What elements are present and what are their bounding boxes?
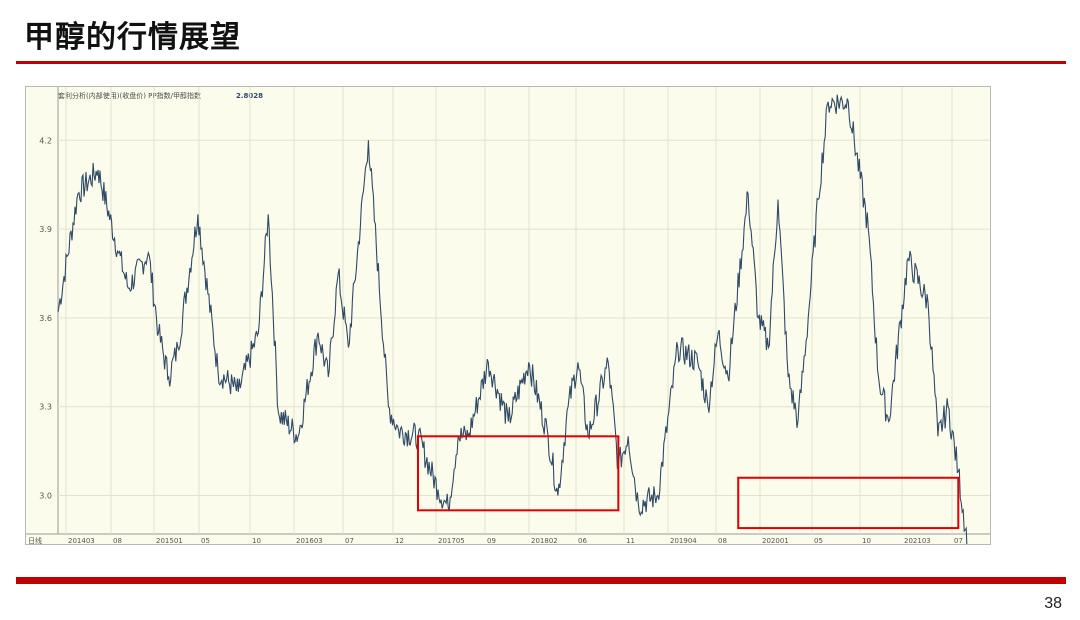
- y-tick-label: 3.9: [39, 225, 52, 234]
- ratio-series-line: [57, 94, 968, 544]
- x-tick-label: 201603: [296, 537, 323, 544]
- x-tick-label: 09: [487, 537, 496, 544]
- series-layer: [57, 94, 968, 544]
- x-tick-label: 05: [201, 537, 210, 544]
- x-tick-label: 08: [718, 537, 727, 544]
- x-tick-label: 201403: [68, 537, 95, 544]
- grid-lines: [58, 87, 990, 534]
- chart-frame: 套利分析(内部使用)(收盘价) PP指数/甲醇指数 2.8028 4.23.93…: [25, 86, 991, 545]
- x-tick-label: 201904: [670, 537, 697, 544]
- x-tick-label: 202103: [904, 537, 931, 544]
- x-tick-label: 12: [395, 537, 404, 544]
- x-tick-label: 201802: [531, 537, 558, 544]
- x-tick-label: 202001: [762, 537, 789, 544]
- x-tick-label: 08: [113, 537, 122, 544]
- y-tick-label: 3.0: [39, 492, 52, 501]
- footer-divider: [16, 577, 1066, 584]
- chart-title: 套利分析(内部使用)(收盘价) PP指数/甲醇指数: [58, 91, 201, 100]
- ratio-line-chart: 套利分析(内部使用)(收盘价) PP指数/甲醇指数 2.8028 4.23.93…: [26, 87, 990, 544]
- y-tick-label: 4.2: [39, 136, 52, 145]
- x-tick-label: 201501: [156, 537, 183, 544]
- x-tick-label: 10: [252, 537, 261, 544]
- x-tick-label: 06: [578, 537, 587, 544]
- title-divider: [16, 61, 1066, 64]
- highlight-box: [737, 476, 960, 530]
- slide-title: 甲醇的行情展望: [24, 21, 241, 54]
- x-tick-label: 05: [814, 537, 823, 544]
- x-tick-label: 07: [345, 537, 354, 544]
- highlight-boxes: [416, 435, 960, 530]
- y-tick-label: 3.6: [39, 314, 52, 323]
- y-tick-label: 3.3: [39, 403, 52, 412]
- x-tick-label: 07: [954, 537, 963, 544]
- highlight-box: [416, 435, 620, 512]
- plot-background: [26, 87, 990, 544]
- axis-ticks: 4.2 3.9 3.6 3.3 3.0 日线 201403 08 201501 05 10 20160…: [28, 136, 963, 544]
- x-tick-label: 10: [862, 537, 871, 544]
- x-tick-label: 日线: [28, 536, 42, 544]
- page-number: 38: [1044, 595, 1062, 612]
- x-tick-label: 11: [626, 537, 635, 544]
- x-tick-label: 201705: [438, 537, 465, 544]
